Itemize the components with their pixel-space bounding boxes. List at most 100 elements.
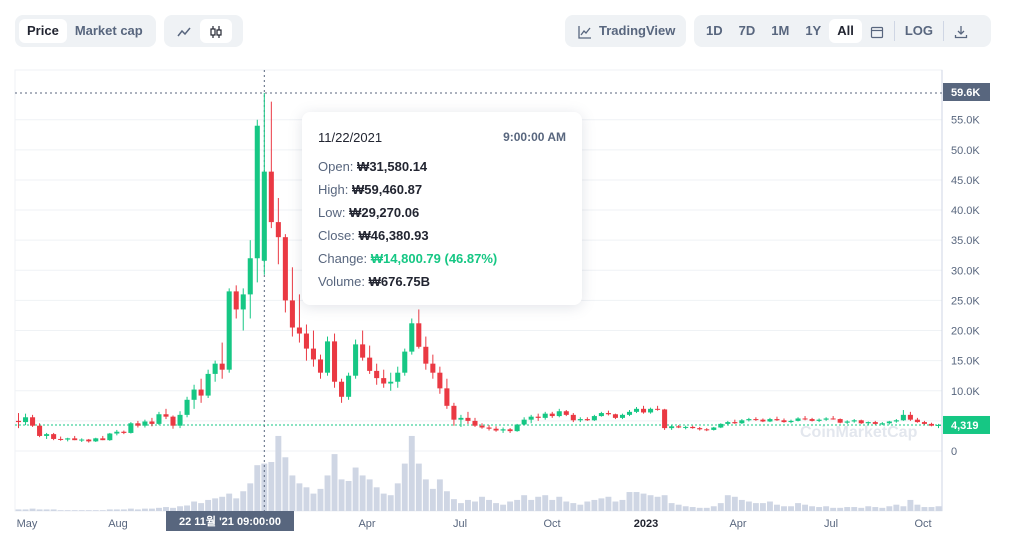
candle-body [346,375,352,397]
volume-bar [324,475,331,511]
candle-body [121,431,127,433]
tradingview-button[interactable]: TradingView [569,19,683,43]
volume-bar [29,508,36,511]
candle-body [795,418,801,421]
volume-bar [500,504,507,511]
candle-body [30,417,36,426]
volume-bar [127,508,134,511]
market-cap-tab[interactable]: Market cap [74,23,143,38]
y-tick-label: 20.0K [951,326,980,338]
toolbar-divider [893,21,895,41]
range-7d-button[interactable]: 7D [738,23,756,38]
volume-bar [486,499,492,511]
candle-body [683,426,689,428]
calendar-button[interactable] [862,19,892,43]
range-1m-button[interactable]: 1M [771,23,790,38]
candle-body [275,222,281,238]
range-1d-button[interactable]: 1D [706,23,723,38]
range-group: 1D 7D 1M 1Y All LOG [694,15,991,47]
crosshair-date-label: 22 11월 '21 09:00:00 [179,514,281,528]
volume-bar [233,498,240,511]
volume-bar [472,501,478,511]
candle-body [289,300,295,328]
candle-body [135,423,141,426]
x-tick-label: Aug [108,518,128,530]
volume-bar [457,503,464,511]
price-chart[interactable]: 05.0K10.0K15.0K20.0K25.0K30.0K35.0K40.0K… [0,60,1010,554]
candle-body [802,418,808,420]
candle-body [142,421,148,426]
volume-bar [668,503,675,511]
y-tick-label: 10.0K [951,386,980,398]
volume-bar [380,493,387,511]
candle-body [662,409,668,429]
volume-bar [935,506,942,511]
candle-body [556,411,562,417]
candle-body [184,399,190,415]
candle-body [928,423,934,426]
y-tick-label: 55.0K [951,115,980,127]
candle-body [563,411,569,415]
candle-body [282,237,288,301]
line-chart-button[interactable] [168,19,200,43]
volume-bar [141,508,148,511]
candle-body [317,359,324,373]
volume-bar [542,495,549,511]
download-button[interactable] [946,19,976,43]
candle-body [704,429,710,431]
candle-body [893,420,899,422]
volume-bar [134,509,141,511]
volume-bar [156,507,162,511]
volume-bar [844,507,851,511]
candle-body [851,420,857,422]
candle-body [837,419,843,423]
tooltip-volume-value: ₩676.75B [368,274,431,289]
volume-bar [240,491,247,511]
range-all-button[interactable]: All [829,19,862,43]
volume-bar [303,487,310,511]
log-scale-button[interactable]: LOG [904,23,934,38]
crosshair-price-label: 59.6K [951,87,980,99]
candle-body [177,414,183,426]
volume-bar [549,499,556,511]
volume-bar [823,506,830,511]
tooltip-time: 9:00:00 AM [503,130,566,144]
volume-bar [436,479,443,511]
volume-bar [191,501,198,511]
volume-bar [802,504,809,511]
volume-bar [163,507,169,511]
price-tab[interactable]: Price [19,19,67,43]
volume-bar [928,507,935,511]
volume-bar [57,510,64,511]
candle-body [774,419,780,421]
ohlc-tooltip: 11/22/2021 9:00:00 AM Open: ₩31,580.14 H… [302,112,582,305]
volume-bar [577,504,584,511]
volume-bar [591,499,598,511]
candle-body [479,425,485,428]
volume-bar [788,506,794,511]
volume-bar [514,499,521,511]
volume-bar [493,503,500,511]
candle-body [205,373,211,396]
candle-body [570,414,576,421]
tooltip-close-value: ₩46,380.93 [358,228,429,243]
volume-bar [774,504,780,511]
candle-body [549,413,555,417]
candle-body [577,419,583,421]
candle-body [633,408,640,412]
volume-bar [450,499,457,511]
candle-body [690,426,696,429]
range-1y-button[interactable]: 1Y [805,23,822,38]
x-tick-label: Oct [543,518,560,530]
tooltip-close: Close: ₩46,380.93 [318,228,429,243]
candle-body [86,439,92,442]
volume-bar [921,507,928,511]
tooltip-low: Low: ₩29,270.06 [318,205,420,220]
candle-body [240,294,246,310]
candle-body [339,381,345,397]
volume-bar [198,503,205,511]
volume-bar [247,483,254,511]
candle-body [816,419,822,421]
volume-bar [717,503,724,511]
candlestick-button[interactable] [200,19,232,43]
